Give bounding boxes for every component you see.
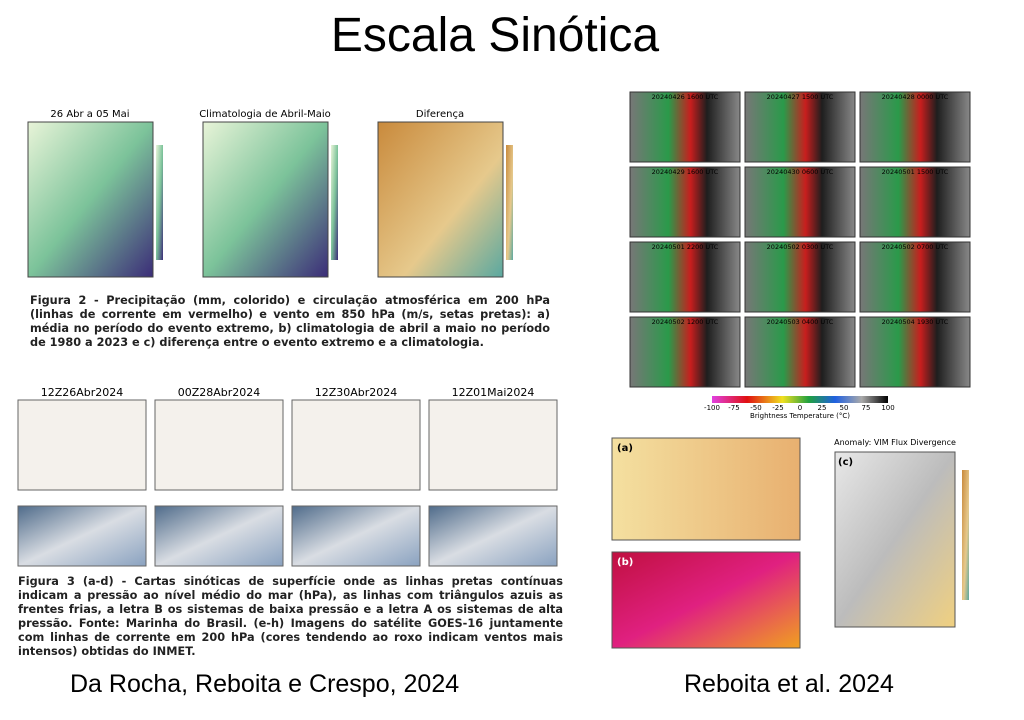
satellite-panel — [629, 166, 741, 238]
panel-title: 20240426 1600 UTC — [652, 93, 719, 101]
panel-title: 12Z01Mai2024 — [452, 386, 535, 399]
panel-title: 20240503 0400 UTC — [767, 318, 834, 326]
panel-title: 20240429 1600 UTC — [652, 168, 719, 176]
satellite-panel — [629, 316, 741, 388]
panel-title: 20240430 0600 UTC — [767, 168, 834, 176]
satellite-image — [17, 505, 147, 567]
figure-2: 26 Abr a 05 Mai Climatologia de Abril-Mai… — [27, 109, 513, 278]
satellite-panel — [744, 166, 856, 238]
satellite-panel — [744, 241, 856, 313]
synoptic-chart — [154, 399, 284, 491]
panel-title: 26 Abr a 05 Mai — [50, 109, 129, 120]
colorbar-tick: 0 — [798, 404, 802, 412]
panel-title: 00Z28Abr2024 — [178, 386, 261, 399]
slide-title: Escala Sinótica — [330, 9, 660, 62]
panel-title: 20240427 1500 UTC — [767, 93, 834, 101]
colorbar-tick: 25 — [818, 404, 827, 412]
satellite-panel — [859, 91, 971, 163]
panel-letter: (a) — [617, 443, 633, 454]
panel-title: 20240428 0000 UTC — [882, 93, 949, 101]
figure-3: 12Z26Abr2024 00Z28Abr2024 12Z30Abr2024 12Z0… — [17, 386, 558, 567]
satellite-panel — [859, 316, 971, 388]
colorbar-tick: -50 — [750, 404, 761, 412]
colorbar — [156, 145, 163, 260]
satellite-panel — [629, 91, 741, 163]
panel-title: 20240502 0300 UTC — [767, 243, 834, 251]
vim-map — [834, 451, 956, 628]
panel-title: 20240501 1500 UTC — [882, 168, 949, 176]
panel-title: 12Z26Abr2024 — [41, 386, 124, 399]
figure-2-caption: Figura 2 - Precipitação (mm, colorido) e… — [30, 294, 550, 349]
colorbar-tick: 75 — [862, 404, 871, 412]
panel-letter: (b) — [617, 557, 633, 568]
synoptic-chart — [291, 399, 421, 491]
map-panel — [27, 121, 154, 278]
panel-title: 20240502 1200 UTC — [652, 318, 719, 326]
colorbar-tick: -25 — [772, 404, 783, 412]
colorbar — [331, 145, 338, 260]
satellite-panel — [859, 241, 971, 313]
colorbar — [712, 396, 888, 403]
satellite-panel — [744, 316, 856, 388]
panel-title: 20240504 1930 UTC — [882, 318, 949, 326]
satellite-image — [154, 505, 284, 567]
credit: Da Rocha, Reboita e Crespo, 2024 — [70, 670, 460, 698]
satellite-panel — [744, 91, 856, 163]
colorbar — [962, 470, 969, 600]
colorbar-label: Brightness Temperature (°C) — [750, 412, 850, 420]
synoptic-chart — [17, 399, 147, 491]
map-panel — [202, 121, 329, 278]
satellite-image — [428, 505, 558, 567]
satellite-panel — [629, 241, 741, 313]
vim-title: Anomaly: VIM Flux Divergence — [834, 438, 956, 447]
colorbar-tick: 50 — [840, 404, 849, 412]
goes-figure: 20240426 1600 UTC 20240427 1500 UTC 202404… — [629, 91, 971, 420]
colorbar-tick: 100 — [881, 404, 894, 412]
colorbar-tick: -100 — [704, 404, 720, 412]
panel-title: Climatologia de Abril-Maio — [199, 109, 331, 120]
colorbar-tick: -75 — [728, 404, 739, 412]
credit: Reboita et al. 2024 — [684, 670, 894, 698]
synoptic-chart — [428, 399, 558, 491]
panel-title: 20240501 2200 UTC — [652, 243, 719, 251]
satellite-panel — [859, 166, 971, 238]
panel-letter: (c) — [838, 457, 853, 468]
panel-title: 20240502 0700 UTC — [882, 243, 949, 251]
satellite-image — [291, 505, 421, 567]
colorbar — [506, 145, 513, 260]
sst-anomaly-map — [611, 437, 801, 541]
figure-3-caption: Figura 3 (a-d) - Cartas sinóticas de sup… — [18, 575, 563, 658]
map-panel — [377, 121, 504, 278]
panel-title: Diferença — [416, 109, 464, 120]
panel-title: 12Z30Abr2024 — [315, 386, 398, 399]
sst-map — [611, 551, 801, 649]
